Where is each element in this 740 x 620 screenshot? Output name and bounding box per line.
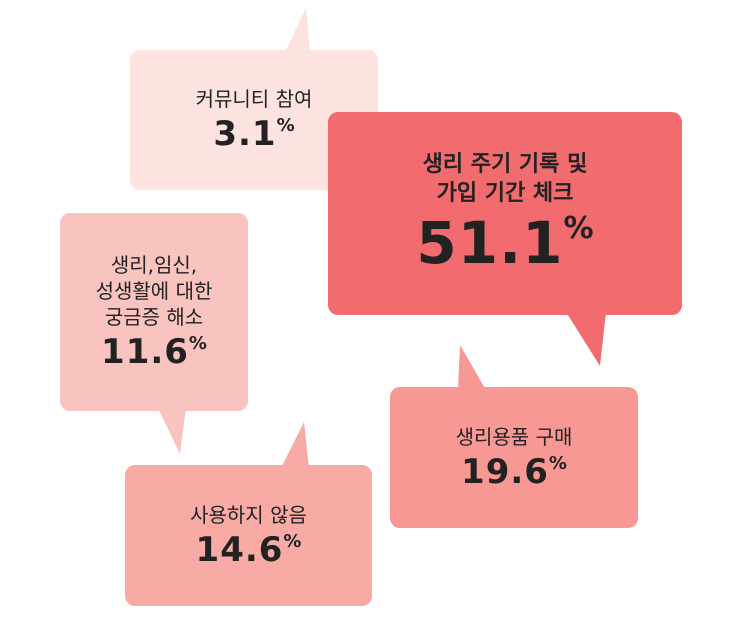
value-label: 51.1 [416,209,564,278]
value-label: 3.1 [213,114,277,155]
value-label: 11.6 [101,332,189,373]
category-label: 생리 주기 기록 및 가입 기간 체크 [422,152,588,206]
bubble-tail [458,345,486,390]
bubble-tail [158,408,186,454]
unit-label: % [188,333,207,355]
unit-label: % [283,530,302,552]
category-label: 사용하지 않음 [190,502,307,527]
bubble-tail [566,312,606,366]
category-label: 생리,임신, 성생활에 대한 궁금증 해소 [95,253,213,330]
value-row: 3.1% [213,116,294,153]
bubble: 생리 주기 기록 및 가입 기간 체크 51.1% [328,112,682,315]
unit-label: % [548,452,567,474]
bubble: 사용하지 않음 14.6% [125,465,372,606]
category-label: 생리용품 구매 [455,424,573,449]
bubble-tail [285,8,310,52]
value-label: 14.6 [195,529,284,570]
value-row: 14.6% [195,529,302,570]
bubble-tail [281,422,309,468]
value-row: 11.6% [101,334,207,371]
value-row: 19.6% [461,451,567,492]
unit-label: % [563,211,594,247]
unit-label: % [276,115,295,137]
category-label: 커뮤니티 참여 [195,87,313,112]
value-label: 19.6 [461,451,549,492]
value-row: 51.1% [416,209,594,278]
bubble: 생리용품 구매 19.6% [390,387,638,528]
bubble: 생리,임신, 성생활에 대한 궁금증 해소 11.6% [60,213,248,411]
